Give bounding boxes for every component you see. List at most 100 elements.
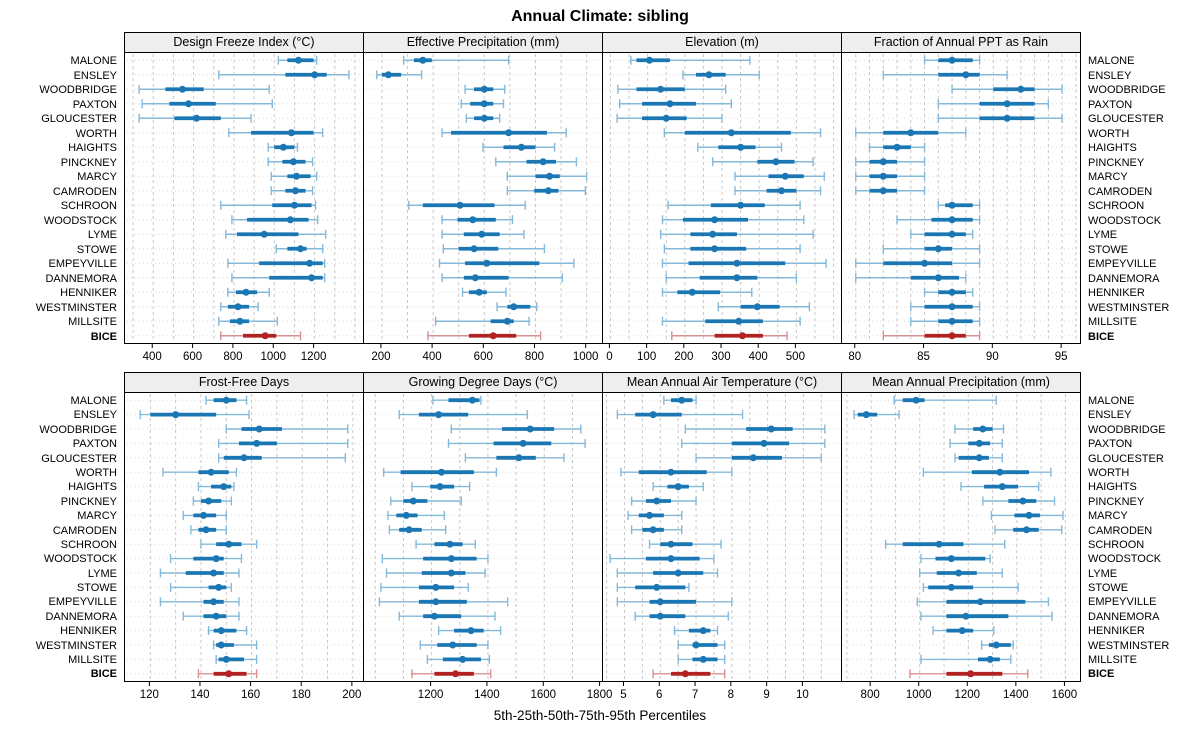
percentile-row-woodstock	[609, 554, 715, 564]
percentile-row-malone	[630, 55, 751, 65]
site-label-bice: BICE	[1088, 330, 1115, 343]
plot-area	[841, 52, 1081, 344]
percentile-row-paxton	[949, 438, 1003, 448]
percentile-row-westminster	[220, 302, 259, 312]
site-label-marcy: MARCY	[1088, 171, 1128, 183]
percentile-row-dannemora	[665, 273, 798, 283]
percentile-row-gloucester	[217, 453, 346, 463]
percentile-row-worth	[620, 467, 733, 477]
percentile-row-henniker	[923, 287, 974, 297]
percentile-row-millsite	[920, 654, 1012, 664]
x-axis: 800 1000 1200 1400 1600	[861, 682, 1078, 701]
x-axis: 120 140 160 180 200	[140, 682, 361, 701]
strip-title-elevation-m: Elevation (m)	[602, 32, 842, 53]
site-labels-right: MALONE ENSLEY WOODBRIDGE PAXTON GLOUCESTER WO…	[1081, 32, 1197, 344]
percentile-row-schroon	[200, 539, 258, 549]
plot-area	[602, 52, 842, 344]
percentile-row-ensley	[616, 410, 744, 420]
percentile-row-lyme	[616, 568, 719, 578]
site-label-empeyville: EMPEYVILLE	[1088, 596, 1157, 609]
percentile-row-marcy	[270, 171, 318, 181]
site-label-paxton: PAXTON	[1088, 98, 1133, 111]
percentile-row-ensley	[218, 70, 350, 80]
percentile-row-marcy	[990, 510, 1064, 520]
tick-label: 200	[371, 351, 390, 363]
tick-label: 1600	[1052, 689, 1078, 701]
site-label-woodstock: WOODSTOCK	[43, 553, 117, 566]
percentile-row-worth	[228, 128, 324, 138]
plot-svg	[605, 394, 839, 680]
tick-label: 600	[474, 351, 493, 363]
tick-label: 1000	[260, 351, 286, 363]
panel-elevation-m: Elevation (m) 0 100 200 300 400 500	[602, 32, 842, 366]
tick-label: 1200	[301, 351, 327, 363]
tick-label: 5	[620, 689, 626, 701]
percentile-row-bice	[411, 669, 492, 679]
x-axis: 1200 1400 1600 1800	[418, 682, 612, 701]
percentile-row-camroden	[630, 525, 683, 535]
percentile-row-paxton	[447, 438, 586, 448]
percentile-row-lyme	[385, 568, 486, 578]
percentile-row-lyme	[225, 229, 327, 239]
percentile-row-bice	[671, 331, 788, 341]
percentile-row-stowe	[380, 582, 469, 592]
x-axis: 80 85 90 95	[848, 344, 1068, 363]
site-label-westminster: WESTMINSTER	[1088, 639, 1170, 652]
site-label-ensley: ENSLEY	[1088, 409, 1132, 422]
percentile-row-gloucester	[937, 113, 1063, 123]
tick-label: 1000	[906, 689, 932, 701]
percentile-row-woodbridge	[954, 424, 1005, 434]
percentile-row-malone	[402, 55, 510, 65]
plot-area	[841, 392, 1081, 682]
percentile-row-millsite	[661, 316, 801, 326]
percentile-row-stowe	[616, 582, 690, 592]
percentile-row-lyme	[659, 229, 814, 239]
site-label-dannemora: DANNEMORA	[1088, 610, 1160, 623]
gridlines	[127, 54, 361, 342]
percentile-row-schroon	[220, 200, 317, 210]
site-label-worth: WORTH	[75, 127, 117, 140]
percentile-row-woodstock	[920, 554, 991, 564]
tick-label: 120	[140, 689, 159, 701]
percentile-row-haights	[411, 482, 471, 492]
percentile-row-stowe	[169, 582, 233, 592]
site-label-bice: BICE	[1088, 668, 1115, 681]
tick-label: 95	[1055, 351, 1068, 363]
percentile-row-marcy	[855, 171, 926, 181]
percentile-row-empeyville	[661, 258, 827, 268]
percentile-row-ensley	[853, 410, 900, 420]
site-label-gloucester: GLOUCESTER	[1088, 113, 1164, 125]
percentile-row-empeyville	[159, 597, 240, 607]
percentile-row-schroon	[408, 200, 526, 210]
percentile-row-ensley	[139, 410, 250, 420]
plot-svg	[366, 54, 600, 342]
site-label-camroden: CAMRODEN	[52, 524, 117, 537]
percentile-row-schroon	[415, 539, 476, 549]
site-label-gloucester: GLOUCESTER	[41, 113, 117, 125]
site-labels-right: MALONE ENSLEY WOODBRIDGE PAXTON GLOUCESTER WO…	[1081, 372, 1197, 682]
site-label-marcy: MARCY	[77, 171, 117, 183]
axis-caption: 5th-25th-50th-75th-95th Percentiles	[493, 708, 707, 723]
site-label-worth: WORTH	[1088, 127, 1130, 140]
tick-label: 1800	[587, 689, 613, 701]
percentile-row-worth	[441, 128, 567, 138]
percentile-row-marcy	[506, 171, 588, 181]
site-label-woodbridge: WOODBRIDGE	[1088, 84, 1166, 96]
plot-svg	[127, 394, 361, 680]
site-label-marcy: MARCY	[1088, 510, 1128, 523]
site-label-bice: BICE	[90, 668, 117, 681]
site-label-woodbridge: WOODBRIDGE	[39, 423, 117, 436]
site-label-westminster: WESTMINSTER	[35, 301, 117, 314]
percentile-row-bice	[220, 331, 302, 341]
panel-mean-annual-precipitation-mm: Mean Annual Precipitation (mm) 800 1000 120…	[841, 372, 1081, 704]
percentile-row-camroden	[994, 525, 1063, 535]
site-label-paxton: PAXTON	[1088, 438, 1133, 451]
site-label-dannemora: DANNEMORA	[45, 610, 117, 623]
percentile-row-millsite	[426, 654, 491, 664]
percentile-row-worth	[855, 128, 967, 138]
tick-label: 6	[656, 689, 662, 701]
percentile-row-marcy	[627, 510, 683, 520]
site-label-westminster: WESTMINSTER	[1088, 301, 1170, 314]
percentile-row-malone	[205, 395, 248, 405]
percentile-row-pinckney	[982, 496, 1056, 506]
